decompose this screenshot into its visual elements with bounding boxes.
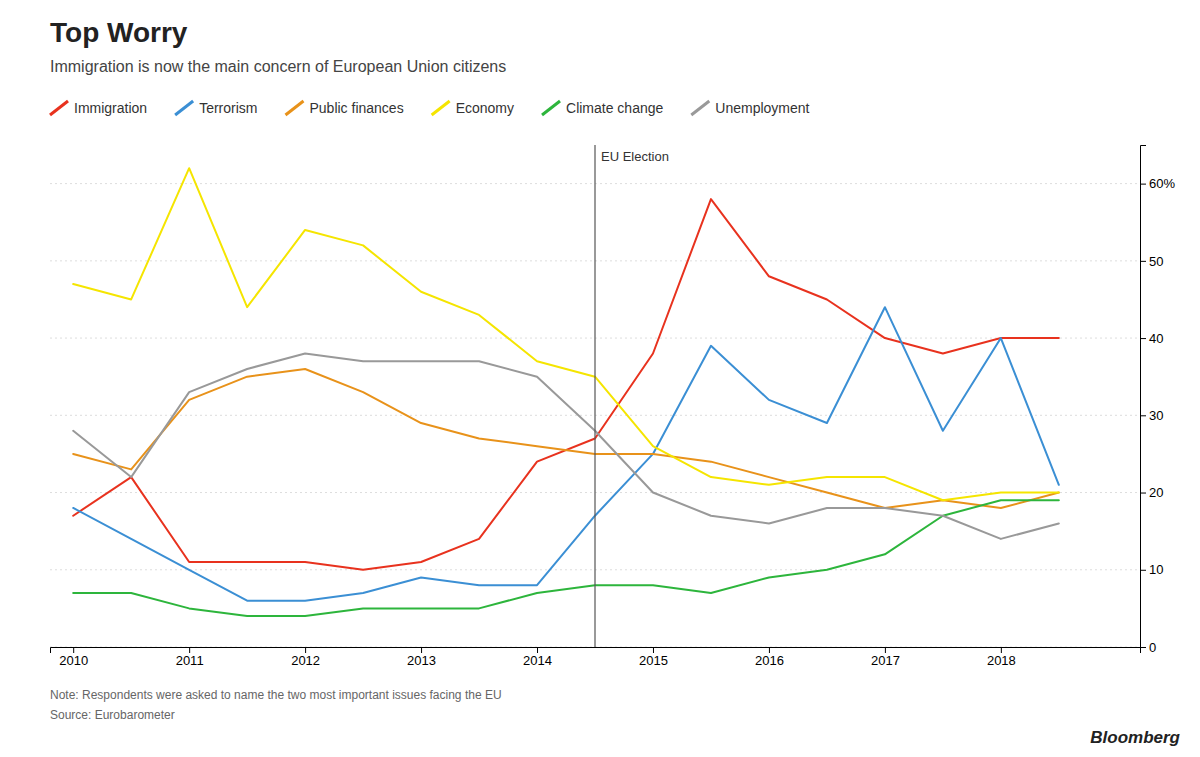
tick: 0: [1140, 640, 1156, 655]
legend: Immigration Terrorism Public finances Econo…: [50, 100, 810, 116]
tick-mark: [769, 647, 770, 653]
tick-mark: [1140, 493, 1146, 494]
legend-swatch: [50, 101, 68, 115]
credit: Bloomberg: [1090, 728, 1180, 747]
legend-swatch: [432, 101, 450, 115]
legend-swatch: [691, 101, 709, 115]
tick-mark: [885, 647, 886, 653]
tick-mark: [305, 647, 306, 653]
tick-label: 2011: [176, 653, 204, 668]
tick-label: 20: [1149, 485, 1163, 500]
legend-swatch: [285, 101, 303, 115]
annotation-label: EU Election: [601, 149, 669, 164]
legend-label: Economy: [456, 100, 514, 116]
tick-label: 2014: [523, 653, 552, 668]
series-line: [73, 307, 1059, 600]
tick: 2018: [987, 647, 1016, 668]
note: Note: Respondents were asked to name the…: [50, 688, 502, 702]
chart: Top Worry Immigration is now the main con…: [0, 0, 1200, 757]
tick: 2017: [871, 647, 900, 668]
x-axis: 2010 2011 2012 2013 2014 2015 2016 2017 2018: [51, 647, 1141, 668]
tick-mark: [537, 647, 538, 653]
tick-mark: [1140, 415, 1146, 416]
y-axis: 0 10 20 30 40 50 60%: [1140, 146, 1175, 655]
tick-mark: [1140, 261, 1146, 262]
legend-item: Unemployment: [691, 100, 809, 116]
tick: 2010: [59, 647, 88, 668]
tick: 10: [1140, 562, 1163, 577]
tick: 60%: [1140, 176, 1175, 191]
tick-mark: [1140, 338, 1146, 339]
tick-mark: [653, 647, 654, 653]
tick-mark: [1140, 184, 1146, 185]
legend-label: Public finances: [309, 100, 403, 116]
tick-label: 2018: [987, 653, 1016, 668]
tick-mark: [421, 647, 422, 653]
tick: 2016: [755, 647, 784, 668]
tick: 50: [1140, 254, 1163, 269]
source: Source: Eurobarometer: [50, 708, 175, 722]
subtitle: Immigration is now the main concern of E…: [50, 58, 506, 75]
tick: 2014: [523, 647, 552, 668]
tick-label: 60%: [1149, 176, 1175, 191]
tick: 40: [1140, 331, 1163, 346]
legend-label: Unemployment: [715, 100, 809, 116]
tick-label: 2012: [291, 653, 320, 668]
legend-label: Climate change: [566, 100, 663, 116]
tick-label: 30: [1149, 408, 1163, 423]
series-line: [73, 354, 1059, 539]
legend-swatch: [175, 101, 193, 115]
tick-mark: [1140, 570, 1146, 571]
legend-swatch: [542, 101, 560, 115]
legend-item: Climate change: [542, 100, 663, 116]
tick-mark: [1140, 647, 1146, 648]
series-line: [73, 168, 1059, 500]
tick-label: 40: [1149, 331, 1163, 346]
tick: 2012: [291, 647, 320, 668]
tick: 30: [1140, 408, 1163, 423]
tick-label: 10: [1149, 562, 1163, 577]
legend-item: Public finances: [285, 100, 403, 116]
title: Top Worry: [50, 17, 188, 48]
tick-label: 0: [1149, 640, 1156, 655]
legend-item: Terrorism: [175, 100, 257, 116]
legend-label: Terrorism: [199, 100, 257, 116]
legend-item: Economy: [432, 100, 514, 116]
tick-mark: [1001, 647, 1002, 653]
tick-label: 2017: [871, 653, 900, 668]
tick-label: 2010: [59, 653, 88, 668]
legend-label: Immigration: [74, 100, 147, 116]
plot-area: 2010 2011 2012 2013 2014 2015 2016 2017 2018 0 10 2…: [50, 145, 1175, 668]
tick-mark: [73, 647, 74, 653]
tick-label: 2016: [755, 653, 784, 668]
annotation-line: [594, 145, 595, 647]
legend-item: Immigration: [50, 100, 147, 116]
tick: 2011: [176, 647, 204, 668]
axis-line: [1141, 146, 1147, 648]
series-line: [73, 199, 1059, 570]
tick: 2013: [407, 647, 436, 668]
tick-label: 2013: [407, 653, 436, 668]
marks: [73, 145, 1059, 647]
tick-label: 50: [1149, 254, 1163, 269]
tick: 2015: [639, 647, 668, 668]
tick-mark: [189, 647, 190, 653]
tick: 20: [1140, 485, 1163, 500]
series-line: [73, 500, 1059, 616]
axis-line: [51, 648, 1141, 654]
tick-label: 2015: [639, 653, 668, 668]
